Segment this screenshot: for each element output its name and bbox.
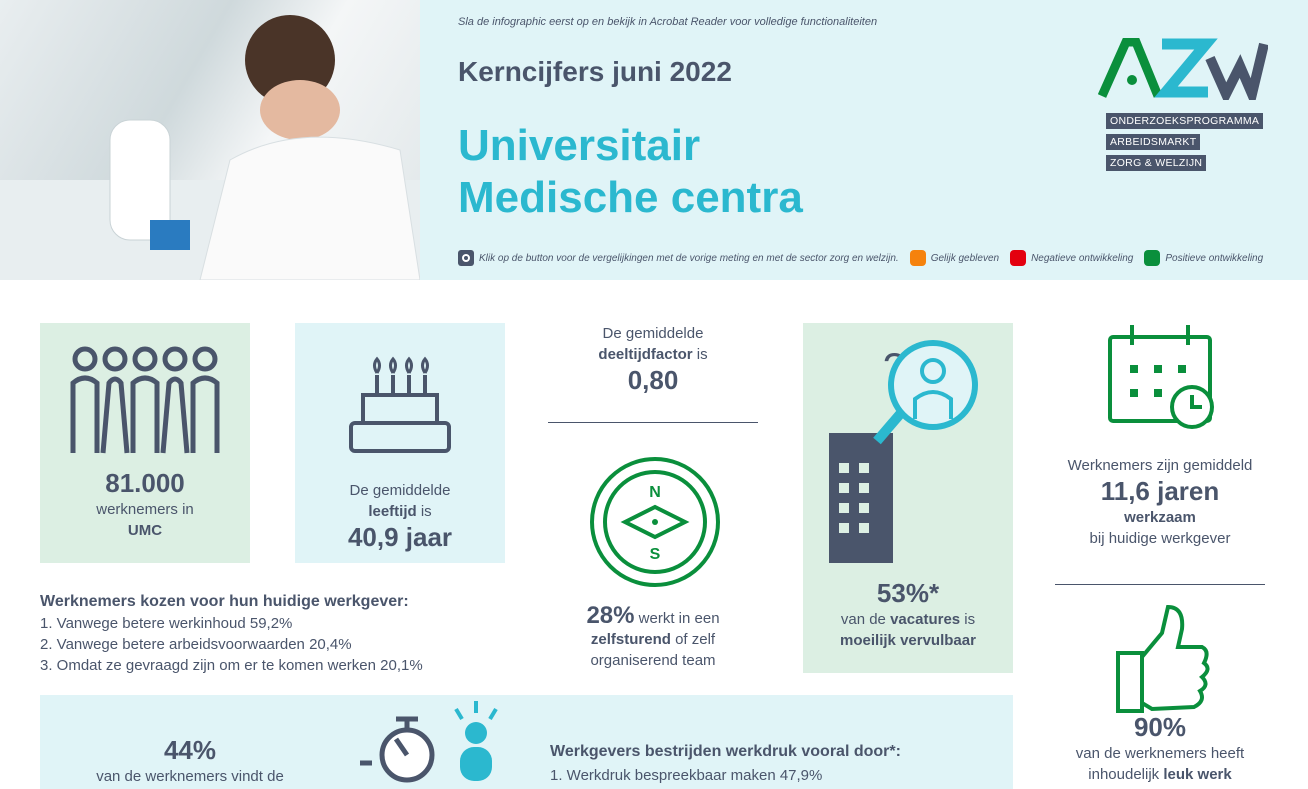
title-line-1: Universitair <box>458 121 701 170</box>
calendar-clock-icon <box>1108 325 1214 429</box>
list-item: 1. Werkdruk bespreekbaar maken 47,9% <box>550 767 823 784</box>
divider <box>1055 584 1265 585</box>
employer-choice-reasons: Werknemers kozen voor hun huidige werkge… <box>40 593 520 676</box>
vacancy-search-icon: ? <box>829 340 978 563</box>
legend-text: Klik op de button voor de vergelijkingen… <box>479 252 899 264</box>
vacancies-text: van de <box>840 611 891 628</box>
selfsteering-text: organiserend team <box>590 652 716 669</box>
compass-n: N <box>649 484 661 501</box>
page-kicker: Kerncijfers juni 2022 <box>458 56 732 87</box>
employees-card[interactable]: 81.000 werknemers in UMC <box>40 323 250 563</box>
vacancies-value: 53%* <box>876 578 940 608</box>
age-post: is <box>416 503 432 520</box>
selfsteering-text: werkt in een <box>634 610 720 627</box>
legend-label: Negatieve ontwikkeling <box>1031 252 1134 264</box>
legend: Klik op de button voor de vergelijkingen… <box>458 250 1263 266</box>
logo-tag: ZORG & WELZIJN <box>1106 155 1207 171</box>
eye-icon[interactable] <box>458 250 474 266</box>
page-title: Universitair Medische centra <box>458 120 803 224</box>
list-item: 2. Vanwege betere arbeidsvoorwaarden 20,… <box>40 636 352 653</box>
vacancies-text: is <box>960 611 976 628</box>
tenure-post: bij huidige werkgever <box>1089 530 1231 547</box>
employees-sector: UMC <box>127 522 163 539</box>
parttime-stat[interactable]: De gemiddelde deeltijdfactor is 0,80 <box>548 323 758 396</box>
header-photo-scientist-microscope <box>0 0 420 280</box>
employees-label: werknemers in <box>96 501 194 518</box>
parttime-value: 0,80 <box>627 365 679 395</box>
legend-swatch-red <box>1010 250 1027 266</box>
vacancies-bold: vacatures <box>890 611 961 628</box>
tenure-stat[interactable]: Werknemers zijn gemiddeld 11,6 jaren wer… <box>1055 455 1265 549</box>
acrobat-notice: Sla de infographic eerst op en bekijk in… <box>458 16 878 28</box>
selfsteering-bold: zelfsturend <box>590 631 671 648</box>
photo-illustration <box>0 15 420 280</box>
age-label: De gemiddelde <box>349 482 451 499</box>
logo-tag: ONDERZOEKSPROGRAMMA <box>1106 113 1264 129</box>
legend-label: Positieve ontwikkeling <box>1165 252 1264 264</box>
thumbs-up-icon <box>1116 604 1210 713</box>
list-item: 1. Vanwege betere werkinhoud 59,2% <box>40 615 293 632</box>
stopwatch-person-icon <box>360 701 498 783</box>
fun-label: van de werknemers heeft <box>1075 745 1245 762</box>
legend-swatch-green <box>1144 250 1161 266</box>
tenure-value: 11,6 jaren <box>1100 476 1220 506</box>
tenure-bold: werkzaam <box>1124 509 1196 526</box>
fun-value: 90% <box>1133 712 1187 742</box>
vacancies-bold: moeilijk vervulbaar <box>840 632 976 649</box>
age-bold: leeftijd <box>368 503 417 520</box>
selfsteering-stat[interactable]: 28% werkt in een zelfsturend of zelf org… <box>548 602 758 671</box>
people-icon <box>70 346 220 454</box>
azw-logo: ONDERZOEKSPROGRAMMA ARBEIDSMARKT ZORG & … <box>1097 37 1269 174</box>
workload-card[interactable]: 44% van de werknemers vindt de Werkgever… <box>40 695 1013 789</box>
fun-bold: leuk werk <box>1163 766 1232 783</box>
azw-logo-mark <box>1097 37 1269 110</box>
parttime-post: is <box>692 346 708 363</box>
age-value: 40,9 jaar <box>347 522 453 552</box>
age-card[interactable]: De gemiddelde leeftijd is 40,9 jaar <box>295 323 505 563</box>
compass-icon: N S <box>590 457 720 587</box>
selfsteering-value: 28% <box>586 602 635 629</box>
selfsteering-text: of zelf <box>670 631 716 648</box>
legend-swatch-orange <box>909 250 926 266</box>
workload-stat: 44% van de werknemers vindt de <box>90 735 290 787</box>
list-item: 3. Omdat ze gevraagd zijn om er te komen… <box>40 657 423 674</box>
title-line-2: Medische centra <box>458 173 803 222</box>
birthday-cake-icon <box>349 356 451 453</box>
divider <box>548 422 758 423</box>
compass-s: S <box>650 546 661 563</box>
legend-label: Gelijk gebleven <box>930 252 1000 264</box>
logo-tag: ARBEIDSMARKT <box>1106 134 1201 150</box>
tenure-label: Werknemers zijn gemiddeld <box>1067 457 1253 474</box>
parttime-bold: deeltijdfactor <box>598 346 693 363</box>
measures-title: Werkgevers bestrijden werkdruk vooral do… <box>550 743 901 760</box>
reasons-title: Werknemers kozen voor hun huidige werkge… <box>40 593 409 610</box>
fun-stat[interactable]: 90% van de werknemers heeft inhoudelijk … <box>1055 712 1265 785</box>
workload-label: van de werknemers vindt de <box>96 768 284 785</box>
workload-value: 44% <box>163 735 217 765</box>
employees-value: 81.000 <box>105 468 185 498</box>
parttime-label: De gemiddelde <box>602 325 704 342</box>
workload-measures: Werkgevers bestrijden werkdruk vooral do… <box>550 743 901 786</box>
vacancies-card[interactable]: ? 53%* van de vacatures is moeilijk verv… <box>803 323 1013 673</box>
fun-pre: inhoudelijk <box>1088 766 1164 783</box>
